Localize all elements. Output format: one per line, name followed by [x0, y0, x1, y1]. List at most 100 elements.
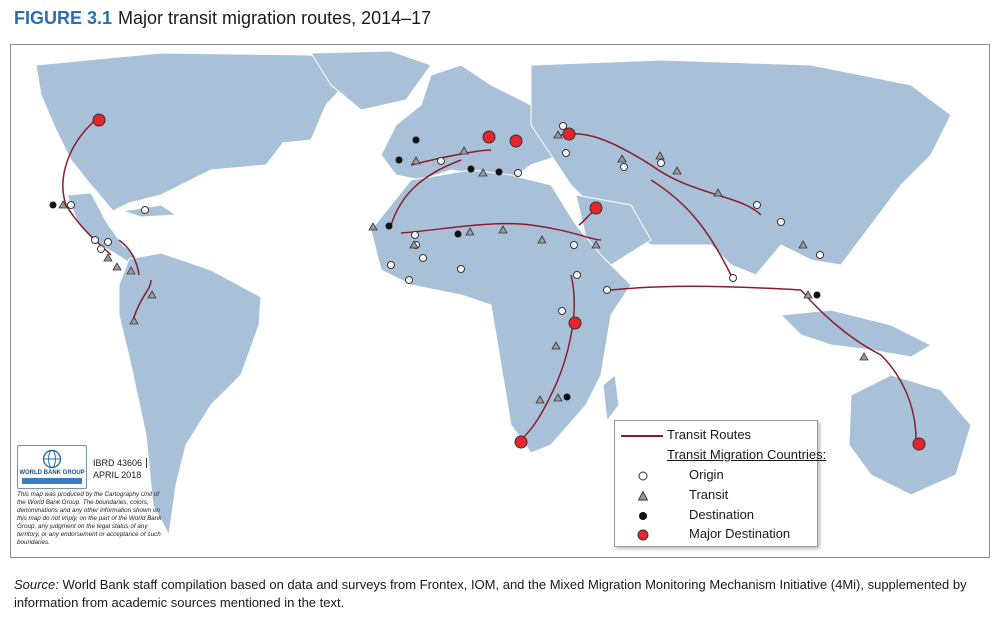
origin-marker — [620, 163, 628, 171]
origin-marker — [405, 276, 413, 284]
major-destination-marker — [509, 134, 523, 148]
destination-marker — [454, 230, 462, 238]
route-americas-north — [62, 116, 112, 256]
origin-marker — [97, 245, 105, 253]
transit-marker — [553, 130, 563, 139]
land-southeast-asia — [779, 309, 933, 358]
legend-origin-label: Origin — [689, 467, 724, 482]
route-middle-east-turkey — [560, 133, 762, 216]
legend-destination-label: Destination — [689, 507, 755, 522]
origin-marker — [562, 149, 570, 157]
origin-marker — [437, 157, 445, 165]
transit-marker — [498, 225, 508, 234]
route-east-africa-south — [520, 274, 575, 441]
map-disclaimer: This map was produced by the Cartography… — [17, 491, 162, 546]
route-line-swatch — [621, 435, 663, 437]
legend-routes-label: Transit Routes — [667, 427, 752, 442]
route-west-africa-med — [390, 159, 462, 226]
destination-marker — [395, 156, 403, 164]
origin-marker — [104, 238, 112, 246]
world-bank-logo: WORLD BANK GROUP — [17, 445, 87, 489]
map-reference: IBRD 43606 APRIL 2018 — [93, 457, 148, 481]
transit-marker — [591, 240, 601, 249]
land-greenland — [310, 50, 432, 111]
logo-ribbon — [22, 478, 82, 484]
logo-org-name: WORLD BANK GROUP — [19, 470, 85, 476]
globe-icon — [42, 449, 62, 469]
transit-marker — [655, 151, 665, 160]
origin-marker — [419, 254, 427, 262]
transit-marker — [672, 166, 682, 175]
figure-title: FIGURE 3.1 Major transit migration routes… — [14, 8, 431, 29]
land-australia — [848, 374, 972, 496]
origin-marker — [457, 265, 465, 273]
destination-marker — [412, 136, 420, 144]
transit-marker — [126, 266, 136, 275]
destination-marker — [495, 168, 503, 176]
transit-marker — [411, 156, 421, 165]
transit-marker — [803, 290, 813, 299]
land-masses — [35, 50, 972, 537]
source-note: Source: World Bank staff compilation bas… — [14, 576, 989, 612]
major-destination-marker — [482, 130, 496, 144]
origin-marker — [67, 201, 75, 209]
major-destination-marker — [568, 316, 582, 330]
origin-marker — [753, 201, 761, 209]
transit-marker — [713, 188, 723, 197]
origin-marker — [573, 271, 581, 279]
origin-marker — [559, 122, 567, 130]
origin-marker — [91, 236, 99, 244]
route-points — [49, 113, 926, 451]
destination-icon — [639, 512, 647, 520]
transit-marker — [551, 341, 561, 350]
map-legend: Transit Routes Transit Migration Countri… — [614, 420, 826, 547]
land-caribbean — [122, 204, 178, 218]
legend-major-destination-label: Major Destination — [689, 526, 791, 541]
origin-marker — [387, 261, 395, 269]
legend-transit-label: Transit — [689, 487, 729, 502]
major-destination-icon — [637, 529, 649, 541]
transit-marker — [129, 316, 139, 325]
land-south-america — [118, 252, 262, 537]
transit-marker — [147, 290, 157, 299]
transit-marker — [465, 227, 475, 236]
world-map: WORLD BANK GROUP IBRD 43606 APRIL 2018 T… — [10, 44, 990, 558]
transit-marker — [537, 235, 547, 244]
transit-marker — [798, 240, 808, 249]
transit-marker — [553, 393, 563, 402]
route-andes-south — [132, 279, 152, 321]
origin-marker — [514, 169, 522, 177]
transit-marker — [112, 262, 122, 271]
land-madagascar — [602, 374, 620, 423]
major-destination-marker — [912, 437, 926, 451]
major-destination-marker — [589, 201, 603, 215]
major-destination-marker — [562, 127, 576, 141]
origin-marker — [729, 274, 737, 282]
route-south-asia-sea — [650, 179, 732, 276]
map-canvas — [35, 50, 972, 537]
destination-marker — [813, 291, 821, 299]
origin-marker — [816, 251, 824, 259]
destination-marker — [49, 201, 57, 209]
transit-icon — [637, 490, 649, 501]
transit-marker — [459, 146, 469, 155]
route-sahara-central — [400, 222, 602, 241]
origin-marker — [411, 231, 419, 239]
figure-label: FIGURE 3.1 — [14, 8, 113, 28]
figure-title-text: Major transit migration routes, 2014–17 — [118, 8, 432, 28]
route-andes-north — [118, 239, 140, 276]
origin-icon — [638, 471, 648, 481]
origin-marker — [558, 307, 566, 315]
legend-countries-heading: Transit Migration Countries: — [667, 447, 827, 462]
origin-marker — [141, 206, 149, 214]
map-date: APRIL 2018 — [93, 470, 142, 480]
transit-marker — [58, 200, 68, 209]
source-prefix: Source: — [14, 577, 59, 592]
transit-marker — [409, 240, 419, 249]
source-text: World Bank staff compilation based on da… — [14, 577, 967, 610]
transit-marker — [478, 168, 488, 177]
route-indian-ocean — [610, 285, 802, 291]
origin-marker — [603, 286, 611, 294]
major-destination-marker — [92, 113, 106, 127]
origin-marker — [570, 241, 578, 249]
